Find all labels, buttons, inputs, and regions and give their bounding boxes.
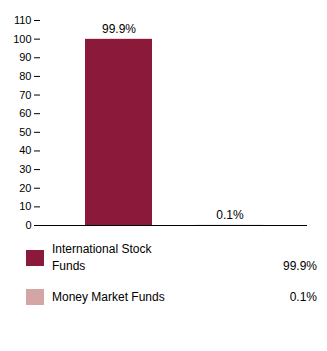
svg-text:99.9%: 99.9% xyxy=(102,22,136,36)
html-text:Money Market Funds: Money Market Funds xyxy=(52,289,165,304)
svg-text:110: 110 xyxy=(14,14,32,26)
svg-text:20: 20 xyxy=(19,182,31,194)
svg-text:40: 40 xyxy=(19,144,31,156)
html-text:0.1%: 0.1% xyxy=(289,289,317,304)
svg-text:30: 30 xyxy=(19,163,31,175)
svg-text:0: 0 xyxy=(25,219,31,231)
svg-text:50: 50 xyxy=(19,126,31,138)
svg-text:100: 100 xyxy=(13,33,31,45)
svg-text:60: 60 xyxy=(19,107,31,119)
html-text:International Stock Funds: International Stock Funds xyxy=(52,242,152,273)
svg-text:0.1%: 0.1% xyxy=(216,208,244,222)
svg-text:80: 80 xyxy=(19,70,31,82)
html-text:99.9%: 99.9% xyxy=(283,258,317,273)
svg-text:70: 70 xyxy=(19,89,31,101)
svg-text:10: 10 xyxy=(19,200,31,212)
svg-text:90: 90 xyxy=(19,51,31,63)
